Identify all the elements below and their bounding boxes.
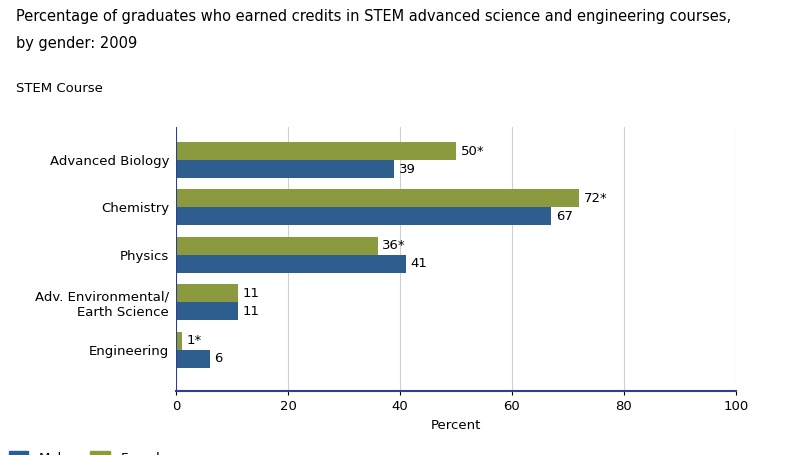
Text: by gender: 2009: by gender: 2009 — [16, 36, 138, 51]
X-axis label: Percent: Percent — [431, 419, 481, 432]
Text: 50*: 50* — [461, 145, 484, 157]
Bar — [176, 349, 210, 368]
Text: 1*: 1* — [186, 334, 202, 347]
Bar — [176, 189, 579, 207]
Text: 41: 41 — [410, 258, 427, 270]
Text: 67: 67 — [556, 210, 573, 223]
Bar — [176, 255, 406, 273]
Bar — [176, 207, 551, 226]
Text: 11: 11 — [242, 305, 259, 318]
Text: STEM Course: STEM Course — [16, 82, 103, 95]
Bar — [176, 142, 456, 160]
Text: 36*: 36* — [382, 239, 406, 253]
Text: 72*: 72* — [584, 192, 607, 205]
Bar — [176, 160, 394, 178]
Bar — [176, 284, 238, 302]
Bar — [176, 237, 378, 255]
Text: 6: 6 — [214, 352, 222, 365]
Bar — [176, 302, 238, 320]
Legend: Male, Female: Male, Female — [3, 445, 174, 455]
Bar — [176, 332, 182, 349]
Text: Percentage of graduates who earned credits in STEM advanced science and engineer: Percentage of graduates who earned credi… — [16, 9, 731, 24]
Text: 11: 11 — [242, 287, 259, 300]
Text: 39: 39 — [399, 162, 416, 176]
